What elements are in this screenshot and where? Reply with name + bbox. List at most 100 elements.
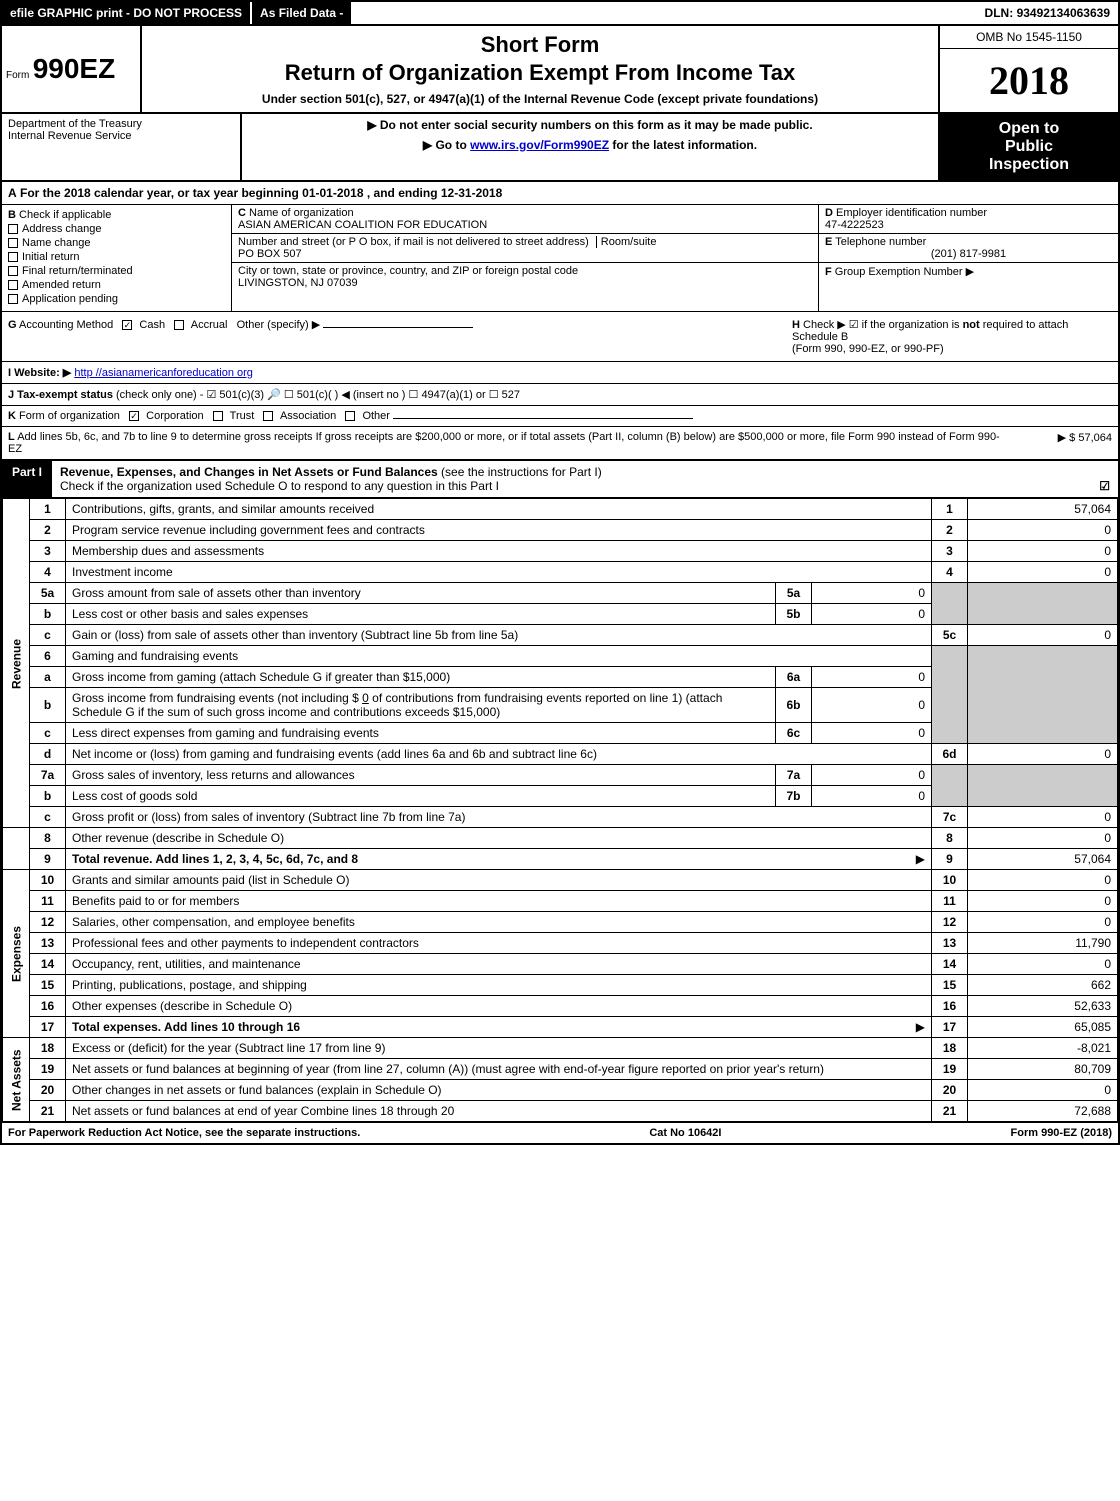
l16-desc: Other expenses (describe in Schedule O) <box>66 996 932 1017</box>
cash-label: Cash <box>139 319 165 331</box>
l20-ln: 20 <box>932 1080 968 1101</box>
cb-other-org[interactable] <box>345 411 355 421</box>
cb-association[interactable] <box>263 411 273 421</box>
l6abc-shade1 <box>932 646 968 744</box>
l6b-d1u: 0 <box>362 691 369 705</box>
l7b-num: b <box>30 786 66 807</box>
part1-title-text: Revenue, Expenses, and Changes in Net As… <box>60 465 438 479</box>
l9-num: 9 <box>30 849 66 870</box>
cb-accrual[interactable] <box>174 320 184 330</box>
l1-num: 1 <box>30 499 66 520</box>
l5c-num: c <box>30 625 66 646</box>
l21-desc: Net assets or fund balances at end of ye… <box>66 1101 932 1122</box>
accounting-method: G Accounting Method ✓ Cash Accrual Other… <box>8 318 473 331</box>
l6d-amt: 0 <box>968 744 1118 765</box>
cb-initial-return[interactable]: Initial return <box>8 251 225 263</box>
l12-ln: 12 <box>932 912 968 933</box>
group-exemption-label: Group Exemption Number ▶ <box>835 266 974 278</box>
part1-table: Revenue 1 Contributions, gifts, grants, … <box>2 498 1118 1122</box>
l7ab-shade2 <box>968 765 1118 807</box>
line-7a: 7a Gross sales of inventory, less return… <box>3 765 1118 786</box>
topbar: efile GRAPHIC print - DO NOT PROCESS As … <box>2 2 1118 26</box>
l16-ln: 16 <box>932 996 968 1017</box>
l7c-amt: 0 <box>968 807 1118 828</box>
l5a-bl: 5a <box>776 583 812 604</box>
cb-address-change[interactable]: Address change <box>8 223 225 235</box>
l8-amt: 0 <box>968 828 1118 849</box>
row-k-form-org: K Form of organization ✓ Corporation Tru… <box>2 406 1118 427</box>
sidelabel-expenses: Expenses <box>3 870 30 1038</box>
irs-link[interactable]: www.irs.gov/Form990EZ <box>470 138 609 152</box>
phone-value: (201) 817-9981 <box>825 248 1112 260</box>
cb-trust[interactable] <box>213 411 223 421</box>
line-1: Revenue 1 Contributions, gifts, grants, … <box>3 499 1118 520</box>
line-12: 12 Salaries, other compensation, and emp… <box>3 912 1118 933</box>
k-text: Form of organization <box>19 410 120 422</box>
label-c: C <box>238 207 246 219</box>
l5c-amt: 0 <box>968 625 1118 646</box>
l7c-desc: Gross profit or (loss) from sales of inv… <box>66 807 932 828</box>
l11-ln: 11 <box>932 891 968 912</box>
l6a-bv: 0 <box>812 667 932 688</box>
line-19: 19 Net assets or fund balances at beginn… <box>3 1059 1118 1080</box>
l6c-desc: Less direct expenses from gaming and fun… <box>66 723 776 744</box>
city-label: City or town, state or province, country… <box>238 265 578 277</box>
row-j-tax-exempt: J Tax-exempt status (check only one) - ☑… <box>2 384 1118 406</box>
l5b-bv: 0 <box>812 604 932 625</box>
l6d-desc: Net income or (loss) from gaming and fun… <box>66 744 932 765</box>
other-specify-line[interactable] <box>323 327 473 328</box>
cb-final-return[interactable]: Final return/terminated <box>8 265 225 277</box>
l1-amt: 57,064 <box>968 499 1118 520</box>
l-amount: ▶ $ 57,064 <box>1012 431 1112 455</box>
label-b: B <box>8 209 16 221</box>
l3-desc: Membership dues and assessments <box>66 541 932 562</box>
footer: For Paperwork Reduction Act Notice, see … <box>2 1122 1118 1143</box>
l18-amt: -8,021 <box>968 1038 1118 1059</box>
l5ab-shade1 <box>932 583 968 625</box>
l7a-bv: 0 <box>812 765 932 786</box>
l7ab-shade1 <box>932 765 968 807</box>
l5c-desc: Gain or (loss) from sale of assets other… <box>66 625 932 646</box>
cb-corporation[interactable]: ✓ <box>129 411 139 421</box>
dept-instruct-row: Department of the Treasury Internal Reve… <box>2 114 1118 182</box>
l5a-num: 5a <box>30 583 66 604</box>
label-d: D <box>825 207 833 219</box>
l1-desc: Contributions, gifts, grants, and simila… <box>66 499 932 520</box>
cb-final-return-label: Final return/terminated <box>22 265 133 277</box>
l3-amt: 0 <box>968 541 1118 562</box>
c-name-label: Name of organization <box>249 207 354 219</box>
yearline-text1: For the 2018 calendar year, or tax year … <box>20 186 302 200</box>
l-text-wrap: L Add lines 5b, 6c, and 7b to line 9 to … <box>8 431 1012 455</box>
part1-label: Part I <box>2 461 52 497</box>
group-exemption-cell: F Group Exemption Number ▶ <box>819 263 1118 280</box>
room-label: Room/suite <box>596 236 657 248</box>
cb-cash[interactable]: ✓ <box>122 320 132 330</box>
line-13: 13 Professional fees and other payments … <box>3 933 1118 954</box>
other-org-line[interactable] <box>393 418 693 419</box>
h-not: not <box>963 319 980 331</box>
cb-app-pending[interactable]: Application pending <box>8 293 225 305</box>
cb-name-change[interactable]: Name change <box>8 237 225 249</box>
website-link[interactable]: http //asianamericanforeducation org <box>74 367 253 379</box>
l16-amt: 52,633 <box>968 996 1118 1017</box>
l4-num: 4 <box>30 562 66 583</box>
l15-desc: Printing, publications, postage, and shi… <box>66 975 932 996</box>
row-g-h: G Accounting Method ✓ Cash Accrual Other… <box>2 312 1118 362</box>
cb-amended-return[interactable]: Amended return <box>8 279 225 291</box>
l19-ln: 19 <box>932 1059 968 1080</box>
l6c-bl: 6c <box>776 723 812 744</box>
l4-desc: Investment income <box>66 562 932 583</box>
check-column: B Check if applicable Address change Nam… <box>2 205 232 311</box>
addr-label: Number and street (or P O box, if mail i… <box>238 236 589 248</box>
city-cell: City or town, state or province, country… <box>232 263 818 291</box>
l5ab-shade2 <box>968 583 1118 625</box>
efile-notice: efile GRAPHIC print - DO NOT PROCESS <box>2 2 250 24</box>
l7a-num: 7a <box>30 765 66 786</box>
cb-name-change-label: Name change <box>22 237 91 249</box>
k-label: K <box>8 410 16 422</box>
instruct-box: ▶ Do not enter social security numbers o… <box>242 114 938 180</box>
instruct-2-pre: ▶ Go to <box>423 138 470 152</box>
trust-label: Trust <box>230 410 255 422</box>
l5b-bl: 5b <box>776 604 812 625</box>
l15-amt: 662 <box>968 975 1118 996</box>
